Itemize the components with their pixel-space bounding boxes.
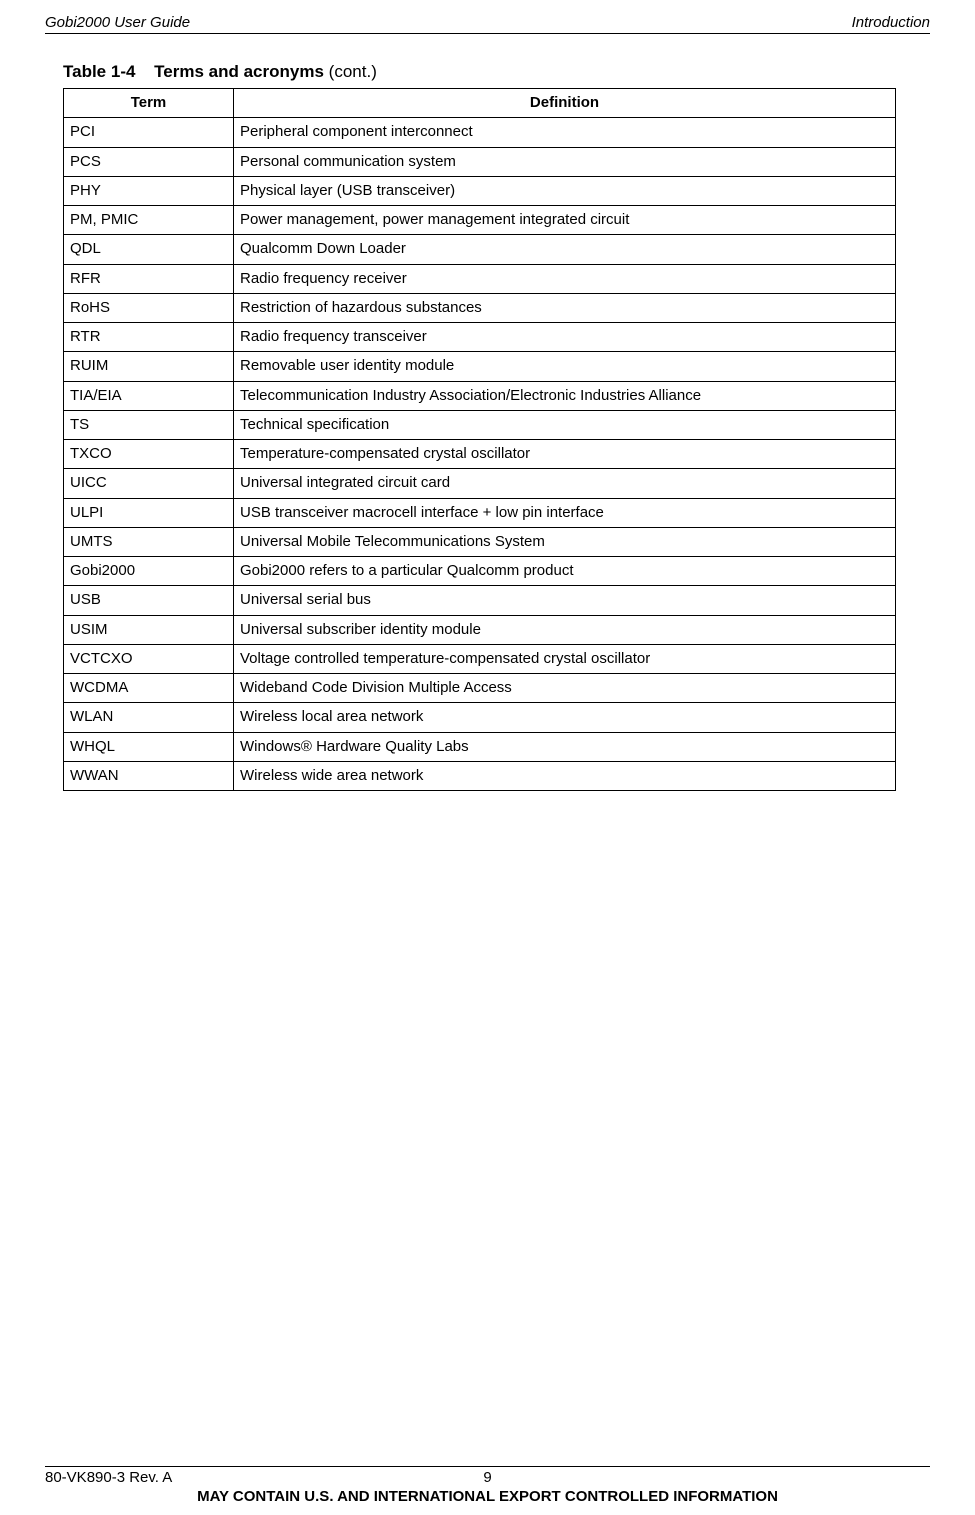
definition-cell: Physical layer (USB transceiver) [234, 176, 896, 205]
term-cell: WHQL [64, 732, 234, 761]
footer-line1: 80-VK890-3 Rev. A 9 [45, 1469, 930, 1486]
term-cell: ULPI [64, 498, 234, 527]
table-row: WLANWireless local area network [64, 703, 896, 732]
definition-cell: USB transceiver macrocell interface + lo… [234, 498, 896, 527]
col-definition: Definition [234, 89, 896, 118]
term-cell: RUIM [64, 352, 234, 381]
term-cell: RFR [64, 264, 234, 293]
term-cell: WCDMA [64, 674, 234, 703]
term-cell: PCS [64, 147, 234, 176]
term-cell: USIM [64, 615, 234, 644]
table-row: QDLQualcomm Down Loader [64, 235, 896, 264]
table-row: TXCOTemperature-compensated crystal osci… [64, 440, 896, 469]
term-cell: USB [64, 586, 234, 615]
definition-cell: Wideband Code Division Multiple Access [234, 674, 896, 703]
terms-table: Term Definition PCIPeripheral component … [63, 88, 896, 791]
definition-cell: Radio frequency receiver [234, 264, 896, 293]
definition-cell: Universal Mobile Telecommunications Syst… [234, 527, 896, 556]
table-row: RFRRadio frequency receiver [64, 264, 896, 293]
table-row: WHQLWindows® Hardware Quality Labs [64, 732, 896, 761]
term-cell: PHY [64, 176, 234, 205]
definition-cell: Gobi2000 refers to a particular Qualcomm… [234, 557, 896, 586]
table-row: ULPIUSB transceiver macrocell interface … [64, 498, 896, 527]
table-caption: Table 1-4 Terms and acronyms (cont.) [63, 62, 930, 82]
term-cell: WWAN [64, 761, 234, 790]
definition-cell: Universal subscriber identity module [234, 615, 896, 644]
term-cell: TS [64, 410, 234, 439]
document-page: Gobi2000 User Guide Introduction Table 1… [0, 0, 975, 1515]
definition-cell: Power management, power management integ… [234, 206, 896, 235]
table-row: PHYPhysical layer (USB transceiver) [64, 176, 896, 205]
definition-cell: Temperature-compensated crystal oscillat… [234, 440, 896, 469]
table-number: Table 1-4 [63, 62, 135, 81]
definition-cell: Universal integrated circuit card [234, 469, 896, 498]
table-header-row: Term Definition [64, 89, 896, 118]
definition-cell: Peripheral component interconnect [234, 118, 896, 147]
footer-export-notice: MAY CONTAIN U.S. AND INTERNATIONAL EXPOR… [45, 1488, 930, 1505]
running-header: Gobi2000 User Guide Introduction [45, 14, 930, 33]
header-rule [45, 33, 930, 34]
table-row: UICCUniversal integrated circuit card [64, 469, 896, 498]
table-row: USIMUniversal subscriber identity module [64, 615, 896, 644]
definition-cell: Windows® Hardware Quality Labs [234, 732, 896, 761]
footer-doc-number: 80-VK890-3 Rev. A [45, 1469, 172, 1486]
header-right: Introduction [852, 14, 930, 31]
table-row: RUIMRemovable user identity module [64, 352, 896, 381]
term-cell: PM, PMIC [64, 206, 234, 235]
table-row: RTRRadio frequency transceiver [64, 323, 896, 352]
table-row: PCSPersonal communication system [64, 147, 896, 176]
definition-cell: Universal serial bus [234, 586, 896, 615]
term-cell: UICC [64, 469, 234, 498]
definition-cell: Removable user identity module [234, 352, 896, 381]
term-cell: WLAN [64, 703, 234, 732]
term-cell: VCTCXO [64, 644, 234, 673]
definition-cell: Personal communication system [234, 147, 896, 176]
page-number: 9 [483, 1469, 491, 1486]
table-cont: (cont.) [329, 62, 377, 81]
footer-rule [45, 1466, 930, 1467]
table-row: WWANWireless wide area network [64, 761, 896, 790]
term-cell: TXCO [64, 440, 234, 469]
table-row: WCDMAWideband Code Division Multiple Acc… [64, 674, 896, 703]
table-title: Terms and acronyms [154, 62, 324, 81]
table-row: PCIPeripheral component interconnect [64, 118, 896, 147]
table-row: TSTechnical specification [64, 410, 896, 439]
table-row: Gobi2000Gobi2000 refers to a particular … [64, 557, 896, 586]
term-cell: UMTS [64, 527, 234, 556]
table-row: TIA/EIATelecommunication Industry Associ… [64, 381, 896, 410]
definition-cell: Restriction of hazardous substances [234, 293, 896, 322]
term-cell: RTR [64, 323, 234, 352]
definition-cell: Radio frequency transceiver [234, 323, 896, 352]
term-cell: QDL [64, 235, 234, 264]
page-footer: 80-VK890-3 Rev. A 9 MAY CONTAIN U.S. AND… [0, 1466, 975, 1505]
table-row: USBUniversal serial bus [64, 586, 896, 615]
definition-cell: Voltage controlled temperature-compensat… [234, 644, 896, 673]
table-row: RoHSRestriction of hazardous substances [64, 293, 896, 322]
col-term: Term [64, 89, 234, 118]
header-left: Gobi2000 User Guide [45, 14, 190, 31]
definition-cell: Technical specification [234, 410, 896, 439]
definition-cell: Wireless wide area network [234, 761, 896, 790]
table-row: UMTSUniversal Mobile Telecommunications … [64, 527, 896, 556]
term-cell: PCI [64, 118, 234, 147]
table-row: VCTCXOVoltage controlled temperature-com… [64, 644, 896, 673]
definition-cell: Telecommunication Industry Association/E… [234, 381, 896, 410]
term-cell: TIA/EIA [64, 381, 234, 410]
definition-cell: Qualcomm Down Loader [234, 235, 896, 264]
term-cell: Gobi2000 [64, 557, 234, 586]
definition-cell: Wireless local area network [234, 703, 896, 732]
table-row: PM, PMICPower management, power manageme… [64, 206, 896, 235]
term-cell: RoHS [64, 293, 234, 322]
